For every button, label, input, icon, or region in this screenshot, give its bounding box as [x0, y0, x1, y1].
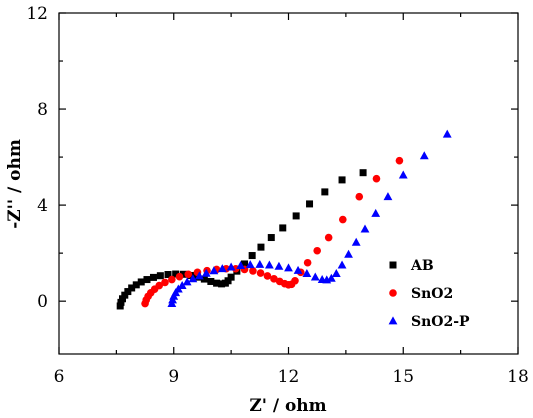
- legend: AB SnO2 SnO2-P: [388, 258, 470, 330]
- y-tick-label: 0: [37, 292, 48, 312]
- data-point: [218, 280, 226, 288]
- data-point: [249, 267, 257, 275]
- data-point: [310, 272, 320, 281]
- data-point: [306, 200, 314, 208]
- data-point: [351, 237, 361, 246]
- data-point: [359, 169, 367, 177]
- data-point: [274, 261, 284, 270]
- data-point: [419, 151, 429, 160]
- data-point: [293, 265, 303, 274]
- data-point: [209, 266, 219, 275]
- data-point: [360, 224, 370, 233]
- data-point: [263, 272, 272, 280]
- data-point: [200, 275, 208, 283]
- data-point: [175, 272, 184, 281]
- data-point: [398, 170, 408, 179]
- data-point: [194, 271, 204, 280]
- data-point: [128, 284, 136, 292]
- series-sno2-p: [167, 129, 452, 307]
- data-point: [118, 295, 126, 303]
- data-point: [337, 260, 347, 269]
- data-point: [321, 188, 329, 196]
- data-point: [149, 273, 157, 281]
- x-tick-label: 18: [507, 367, 529, 387]
- data-point: [355, 192, 364, 201]
- data-point: [213, 279, 221, 287]
- data-point: [303, 258, 312, 267]
- data-point: [172, 270, 180, 278]
- data-point: [302, 268, 312, 277]
- data-point: [227, 273, 235, 281]
- y-tick-label: 12: [26, 4, 48, 24]
- x-tick-label: 9: [168, 367, 179, 387]
- data-point: [236, 261, 246, 270]
- legend-marker: [388, 316, 398, 325]
- data-point: [256, 269, 265, 277]
- data-point: [124, 288, 132, 296]
- tick-labels: 6 9 12 15 18 0 4 8 12: [26, 4, 528, 387]
- data-point: [117, 298, 125, 306]
- data-point: [371, 208, 381, 217]
- data-point: [143, 276, 151, 284]
- data-point: [188, 274, 198, 283]
- data-point: [168, 275, 176, 284]
- legend-label: AB: [410, 258, 434, 274]
- data-point: [291, 276, 299, 285]
- y-tick-label: 8: [37, 100, 48, 120]
- data-point: [177, 280, 187, 289]
- data-point: [137, 278, 145, 286]
- data-point: [179, 270, 187, 278]
- data-point: [156, 272, 164, 280]
- data-point: [217, 264, 227, 273]
- data-point: [383, 192, 393, 201]
- data-point: [326, 273, 336, 282]
- data-point: [132, 281, 140, 289]
- data-point: [201, 268, 211, 277]
- data-point: [292, 212, 300, 220]
- data-point: [264, 260, 274, 269]
- axis-ticks: [58, 12, 519, 354]
- data-point: [207, 277, 215, 285]
- data-point: [182, 277, 192, 286]
- y-tick-label: 4: [37, 196, 48, 216]
- data-point: [155, 281, 164, 290]
- legend-label: SnO2: [411, 286, 453, 302]
- data-point: [270, 275, 278, 283]
- data-point: [257, 243, 265, 251]
- data-point: [248, 252, 256, 260]
- x-axis-title: Z' / ohm: [249, 396, 326, 416]
- data-point: [224, 277, 232, 285]
- data-point: [161, 278, 169, 287]
- data-point: [184, 270, 193, 279]
- data-point: [284, 263, 293, 272]
- data-point: [344, 249, 353, 258]
- data-point: [395, 156, 404, 165]
- data-point: [121, 291, 129, 299]
- x-tick-label: 6: [54, 367, 65, 387]
- legend-marker: [389, 261, 397, 269]
- data-point: [338, 176, 346, 184]
- data-point: [279, 224, 287, 232]
- data-series: [116, 129, 452, 310]
- data-point: [313, 246, 321, 255]
- data-point: [245, 260, 255, 269]
- y-axis-title: -Z'' / ohm: [5, 139, 25, 229]
- data-point: [331, 268, 341, 277]
- data-point: [164, 271, 172, 279]
- legend-label: SnO2-P: [411, 314, 470, 330]
- data-point: [267, 234, 275, 242]
- data-point: [255, 259, 265, 268]
- x-tick-label: 12: [278, 367, 300, 387]
- plot-frame: [58, 12, 519, 355]
- x-tick-label: 15: [392, 367, 414, 387]
- data-point: [339, 215, 347, 224]
- data-point: [324, 233, 333, 242]
- data-point: [116, 302, 124, 310]
- data-point: [372, 174, 381, 183]
- data-point: [226, 262, 236, 271]
- data-point: [442, 129, 452, 138]
- data-point: [241, 260, 249, 268]
- legend-marker: [389, 289, 397, 297]
